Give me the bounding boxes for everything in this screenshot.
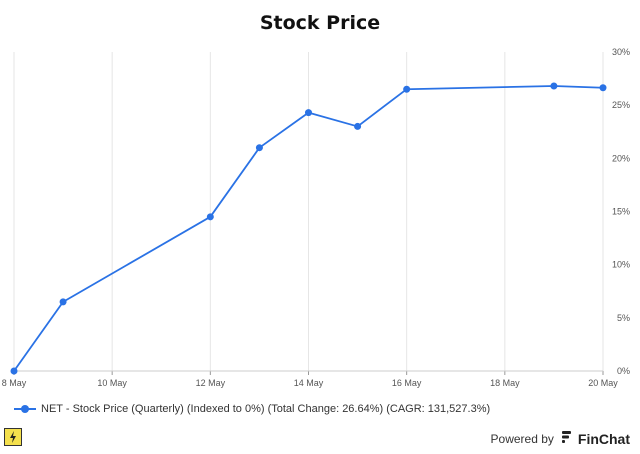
data-point[interactable] xyxy=(599,84,607,92)
legend[interactable]: NET - Stock Price (Quarterly) (Indexed t… xyxy=(14,403,490,415)
y-tick-label: 15% xyxy=(612,207,630,217)
data-point[interactable] xyxy=(206,213,214,221)
x-tick-label: 16 May xyxy=(392,378,422,388)
finchat-logo-icon xyxy=(560,430,574,447)
x-tick-label: 8 May xyxy=(2,378,27,388)
legend-label: NET - Stock Price (Quarterly) (Indexed t… xyxy=(41,403,491,415)
y-tick-label: 0% xyxy=(617,366,630,376)
x-tick-label: 14 May xyxy=(294,378,324,388)
y-tick-label: 10% xyxy=(612,260,630,270)
data-point[interactable] xyxy=(255,144,263,152)
data-point[interactable] xyxy=(10,367,18,375)
y-tick-label: 20% xyxy=(612,153,630,163)
chart-title: Stock Price xyxy=(259,12,381,34)
y-tick-label: 5% xyxy=(617,313,630,323)
powered-by-label: Powered by xyxy=(490,431,554,446)
lightning-badge-icon xyxy=(4,428,22,446)
legend-marker-icon xyxy=(14,404,36,414)
data-point[interactable] xyxy=(59,298,67,306)
x-tick-label: 20 May xyxy=(588,378,618,388)
data-point[interactable] xyxy=(550,82,558,90)
y-tick-label: 25% xyxy=(612,100,630,110)
data-point[interactable] xyxy=(403,85,411,93)
brand-name: FinChat xyxy=(577,430,630,447)
data-point[interactable] xyxy=(305,109,312,117)
y-tick-label: 30% xyxy=(612,47,630,57)
data-point[interactable] xyxy=(354,122,362,130)
x-tick-label: 12 May xyxy=(196,378,226,388)
x-tick-label: 10 May xyxy=(97,378,127,388)
x-tick-label: 18 May xyxy=(490,378,520,388)
powered-by-finchat[interactable]: Powered by FinChat xyxy=(491,430,630,447)
